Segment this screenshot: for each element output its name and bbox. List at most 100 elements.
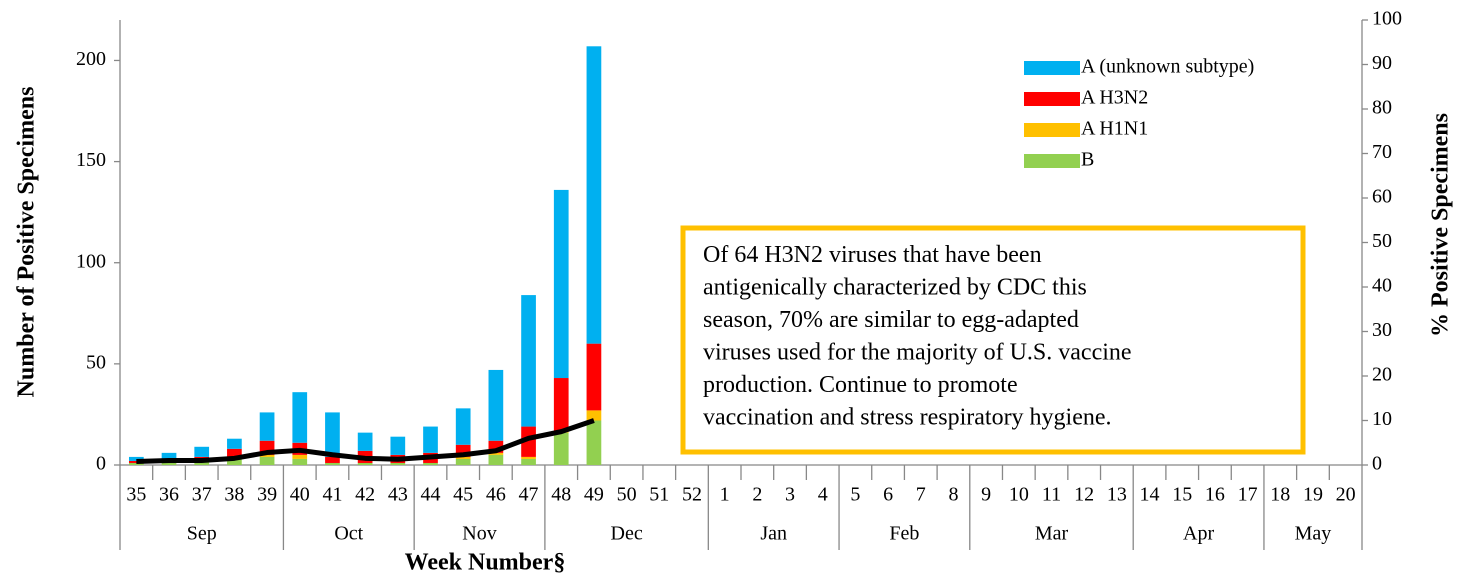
group-label: Dec bbox=[611, 523, 643, 545]
legend-swatch bbox=[1024, 123, 1080, 137]
bar-segment bbox=[455, 456, 471, 459]
y-tick-label: 200 bbox=[76, 48, 106, 70]
x-tick-label: 10 bbox=[1009, 484, 1029, 506]
x-tick-label: 11 bbox=[1042, 484, 1061, 506]
bar-segment bbox=[390, 436, 406, 455]
x-tick-label: 38 bbox=[224, 484, 244, 506]
bar-segment bbox=[227, 438, 242, 449]
x-tick-label: 12 bbox=[1074, 484, 1094, 506]
y2-tick-label: 0 bbox=[1372, 453, 1382, 475]
x-tick-label: 20 bbox=[1336, 484, 1356, 506]
bar-segment bbox=[128, 462, 144, 465]
legend-swatch bbox=[1024, 92, 1080, 106]
x-tick-label: 15 bbox=[1172, 484, 1192, 506]
annotation-line: Of 64 H3N2 viruses that have been bbox=[703, 242, 1042, 268]
x-tick-label: 17 bbox=[1238, 484, 1258, 506]
x-tick-label: 13 bbox=[1107, 484, 1127, 506]
y-axis-title: Number of Positive Specimens bbox=[14, 87, 40, 398]
bar-segment bbox=[553, 189, 569, 379]
x-tick-label: 37 bbox=[192, 484, 212, 506]
bar-segment bbox=[128, 460, 144, 463]
x-tick-label: 51 bbox=[649, 484, 669, 506]
y-tick-label: 100 bbox=[76, 250, 106, 272]
group-label: Jan bbox=[760, 523, 787, 545]
bar-segment bbox=[259, 456, 275, 465]
x-tick-label: 14 bbox=[1140, 484, 1160, 506]
bar-segment bbox=[128, 456, 144, 461]
bar-segment bbox=[259, 412, 275, 441]
y2-tick-label: 30 bbox=[1372, 319, 1392, 341]
x-tick-label: 36 bbox=[159, 484, 179, 506]
y2-axis-title: % Positive Specimens bbox=[1428, 113, 1454, 337]
bar-segment bbox=[259, 454, 275, 457]
group-label: Feb bbox=[889, 523, 919, 545]
legend-label: A (unknown subtype) bbox=[1081, 56, 1254, 78]
y2-tick-label: 70 bbox=[1372, 141, 1392, 163]
group-label: Apr bbox=[1183, 523, 1214, 545]
y2-tick-label: 100 bbox=[1372, 8, 1402, 30]
bar-segment bbox=[423, 462, 438, 465]
x-tick-label: 4 bbox=[818, 484, 828, 506]
bar-segment bbox=[161, 462, 177, 465]
x-axis-title: Week Number§ bbox=[405, 550, 566, 576]
legend-label: A H1N1 bbox=[1081, 118, 1148, 140]
group-label: Sep bbox=[187, 523, 217, 545]
x-tick-label: 43 bbox=[388, 484, 408, 506]
x-tick-label: 8 bbox=[948, 484, 958, 506]
y2-tick-label: 60 bbox=[1372, 186, 1392, 208]
y-tick-label: 0 bbox=[96, 453, 106, 475]
x-tick-label: 48 bbox=[551, 484, 571, 506]
annotation-line: production. Continue to promote bbox=[703, 372, 1018, 398]
x-tick-label: 41 bbox=[322, 484, 342, 506]
y2-tick-label: 10 bbox=[1372, 408, 1392, 430]
x-tick-label: 1 bbox=[720, 484, 730, 506]
x-tick-label: 47 bbox=[519, 484, 539, 506]
x-tick-label: 46 bbox=[486, 484, 506, 506]
bar-segment bbox=[521, 426, 536, 457]
x-tick-label: 44 bbox=[421, 484, 441, 506]
x-tick-label: 16 bbox=[1205, 484, 1225, 506]
bar-segment bbox=[488, 369, 504, 441]
x-tick-label: 2 bbox=[752, 484, 762, 506]
bar-segment bbox=[161, 452, 177, 459]
bar-segment bbox=[586, 46, 602, 344]
y2-tick-label: 80 bbox=[1372, 97, 1392, 119]
group-label: Oct bbox=[334, 523, 363, 545]
bar-segment bbox=[292, 458, 308, 465]
y2-tick-label: 90 bbox=[1372, 52, 1392, 74]
x-tick-label: 35 bbox=[126, 484, 146, 506]
annotation-box bbox=[680, 225, 1306, 455]
x-tick-label: 52 bbox=[682, 484, 702, 506]
legend-label: A H3N2 bbox=[1081, 87, 1148, 109]
bar-segment bbox=[325, 412, 340, 457]
x-tick-label: 3 bbox=[785, 484, 795, 506]
bar-segment bbox=[455, 408, 471, 445]
bar-segment bbox=[488, 452, 504, 455]
x-tick-label: 39 bbox=[257, 484, 277, 506]
legend-label: B bbox=[1081, 149, 1094, 171]
bar-segment bbox=[357, 462, 373, 465]
bar-segment bbox=[455, 458, 471, 465]
x-tick-label: 6 bbox=[883, 484, 893, 506]
x-tick-label: 42 bbox=[355, 484, 375, 506]
group-label: Nov bbox=[462, 523, 496, 545]
y2-tick-label: 40 bbox=[1372, 275, 1392, 297]
y2-tick-label: 50 bbox=[1372, 230, 1392, 252]
bar-segment bbox=[586, 420, 602, 465]
bar-segment bbox=[423, 426, 438, 453]
y2-tick-label: 20 bbox=[1372, 364, 1392, 386]
y-tick-label: 50 bbox=[86, 351, 106, 373]
bar-segment bbox=[488, 454, 504, 465]
x-tick-label: 5 bbox=[850, 484, 860, 506]
bar-segment bbox=[521, 456, 536, 459]
y-tick-label: 150 bbox=[76, 149, 106, 171]
annotation-line: season, 70% are similar to egg-adapted bbox=[703, 307, 1079, 333]
percent-line bbox=[136, 418, 595, 464]
bar-segment bbox=[357, 432, 373, 451]
bar-segment bbox=[227, 448, 242, 459]
x-tick-label: 40 bbox=[290, 484, 310, 506]
bar-segment bbox=[586, 343, 602, 411]
bar-segment bbox=[292, 392, 308, 443]
